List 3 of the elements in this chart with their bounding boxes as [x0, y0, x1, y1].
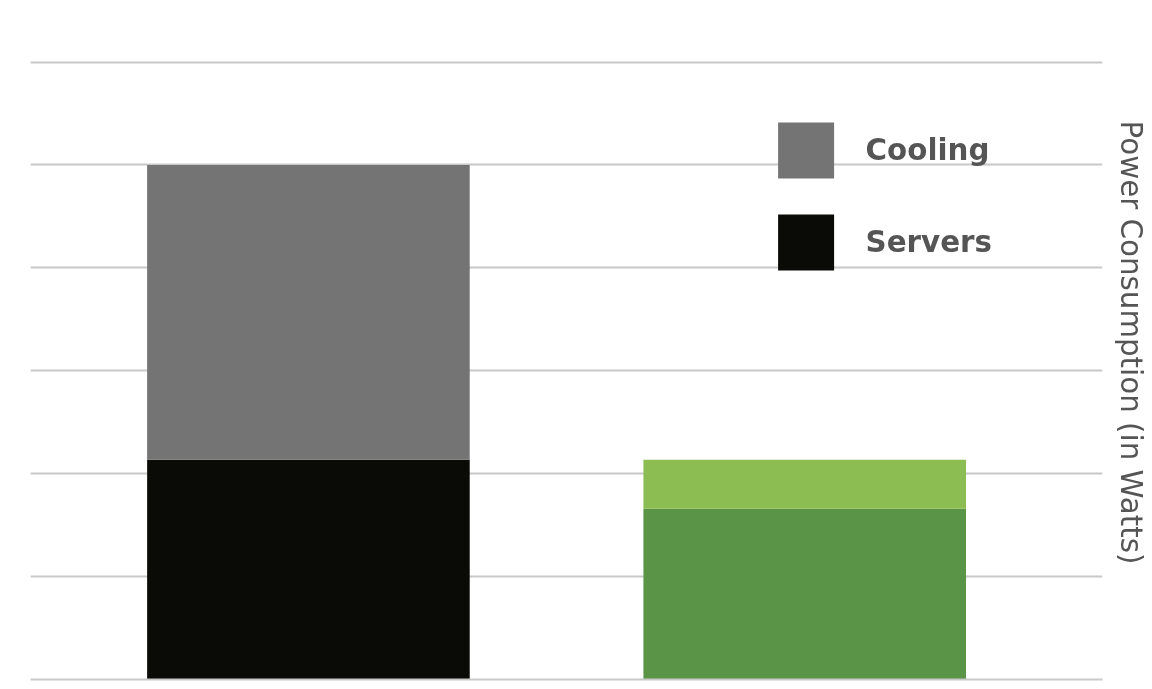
legend-label: Servers — [865, 225, 992, 259]
legend-label: Cooling — [865, 133, 990, 167]
y-axis-title: Power Consumption (in Watts) — [1113, 120, 1148, 565]
